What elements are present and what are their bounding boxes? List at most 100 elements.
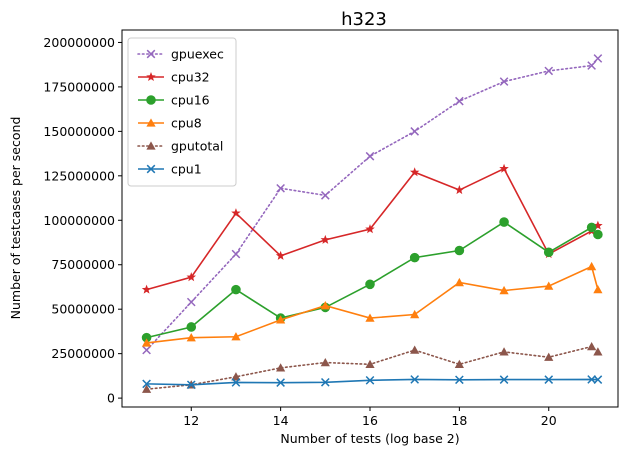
y-tick-label: 200000000 [43, 35, 115, 50]
data-point-cpu8 [141, 338, 152, 347]
data-point-cpu8 [593, 285, 603, 294]
data-point-cpu1 [455, 375, 464, 385]
series-line-cpu8 [146, 265, 599, 344]
data-point-cpu1 [410, 375, 420, 384]
data-point-cpu32 [320, 234, 331, 244]
series-gpuexec [142, 54, 603, 355]
legend-label: gputotal [171, 139, 223, 154]
x-tick-label: 16 [362, 413, 378, 428]
data-point-gpuexec [365, 151, 375, 161]
series-gputotal [141, 341, 603, 393]
data-point-cpu32 [141, 284, 152, 294]
data-point-cpu8 [320, 301, 330, 310]
data-point-gpuexec [544, 66, 554, 76]
axis-ticks: 12 14 16 18 20 0 25000000 50000000 75000000 10000… [43, 35, 556, 428]
data-point-gpuexec [499, 77, 509, 86]
series-cpu16 [141, 217, 603, 343]
x-axis-label: Number of tests (log base 2) [280, 431, 459, 446]
data-point-gputotal [499, 347, 509, 356]
data-point-cpu1 [365, 375, 375, 385]
data-point-gputotal [365, 359, 375, 369]
y-tick-label: 75000000 [51, 257, 115, 272]
x-tick-label: 12 [183, 413, 199, 428]
data-point-cpu8 [231, 332, 241, 341]
data-point-cpu8 [454, 277, 464, 287]
data-point-cpu16 [543, 247, 554, 258]
data-point-gpuexec [410, 127, 420, 136]
data-point-cpu32 [275, 250, 286, 260]
legend-item-gputotal: gputotal [137, 139, 223, 154]
legend-swatch-marker [146, 118, 156, 127]
series-cpu1 [142, 375, 603, 390]
data-point-gputotal [231, 372, 241, 381]
series-line-cpu32 [146, 167, 599, 291]
legend-label: cpu1 [171, 162, 202, 177]
chart-title: h323 [341, 9, 387, 30]
data-point-gputotal [454, 359, 464, 369]
legend-label: cpu32 [171, 70, 210, 85]
data-point-cpu16 [454, 245, 465, 256]
data-point-cpu16 [499, 217, 509, 227]
legend-item-cpu1: cpu1 [138, 162, 202, 177]
legend-item-cpu16: cpu16 [138, 93, 210, 108]
legend-item-cpu32: cpu32 [138, 70, 210, 85]
data-point-gpuexec [593, 54, 603, 63]
x-tick-label: 20 [541, 413, 557, 428]
y-tick-label: 175000000 [43, 79, 115, 94]
y-axis-label: Number of testcases per second [8, 117, 23, 320]
y-tick-label: 25000000 [51, 346, 115, 361]
data-point-cpu8 [276, 315, 286, 324]
y-tick-label: 125000000 [43, 168, 115, 183]
data-point-cpu16 [231, 284, 241, 295]
data-point-cpu8 [186, 333, 196, 342]
legend-label: cpu8 [171, 116, 202, 131]
data-point-gpuexec [231, 249, 241, 259]
data-point-cpu1 [186, 380, 196, 390]
data-point-cpu8 [587, 261, 597, 271]
data-point-cpu32 [593, 220, 603, 230]
legend-item-cpu8: cpu8 [138, 116, 202, 131]
data-point-gputotal [587, 341, 597, 351]
data-point-cpu1 [276, 378, 285, 387]
data-point-cpu32 [231, 208, 241, 218]
data-point-gputotal [410, 345, 420, 354]
data-point-cpu1 [320, 377, 330, 387]
data-point-cpu32 [454, 185, 465, 195]
data-point-cpu1 [142, 379, 151, 389]
series-cpu8 [141, 261, 603, 347]
x-tick-label: 14 [273, 413, 289, 428]
data-point-cpu1 [231, 378, 241, 387]
series-line-cpu1 [146, 378, 598, 386]
data-point-gpuexec [587, 61, 596, 70]
legend-label: cpu16 [171, 93, 210, 108]
data-point-cpu16 [593, 229, 603, 240]
data-point-gpuexec [142, 345, 151, 355]
data-point-cpu32 [186, 272, 197, 282]
data-point-cpu1 [544, 375, 554, 384]
data-point-gpuexec [276, 183, 285, 193]
data-point-gpuexec [320, 191, 330, 200]
legend-swatch-marker [146, 164, 156, 174]
data-point-cpu1 [499, 375, 509, 384]
legend-swatch-marker [146, 49, 156, 59]
series-line-gputotal [145, 345, 599, 391]
data-point-cpu16 [586, 222, 597, 233]
data-point-cpu1 [593, 375, 603, 384]
x-tick-label: 18 [451, 413, 467, 428]
data-point-cpu8 [410, 309, 420, 319]
data-point-gputotal [593, 347, 603, 356]
data-point-gputotal [320, 357, 330, 367]
y-tick-label: 0 [107, 391, 115, 406]
data-point-gpuexec [186, 297, 196, 307]
legend-swatch-marker [146, 141, 156, 150]
data-point-gputotal [544, 352, 554, 361]
series-line-gpuexec [145, 57, 599, 351]
data-point-gputotal [276, 363, 286, 372]
legend: gpuexec cpu32 cpu16 cpu8 gputotal cpu1 [127, 37, 237, 187]
data-point-cpu16 [186, 322, 197, 332]
data-point-cpu16 [365, 279, 375, 290]
legend-item-gpuexec: gpuexec [137, 47, 224, 62]
y-tick-label: 50000000 [51, 302, 115, 317]
data-point-gputotal [141, 384, 152, 393]
